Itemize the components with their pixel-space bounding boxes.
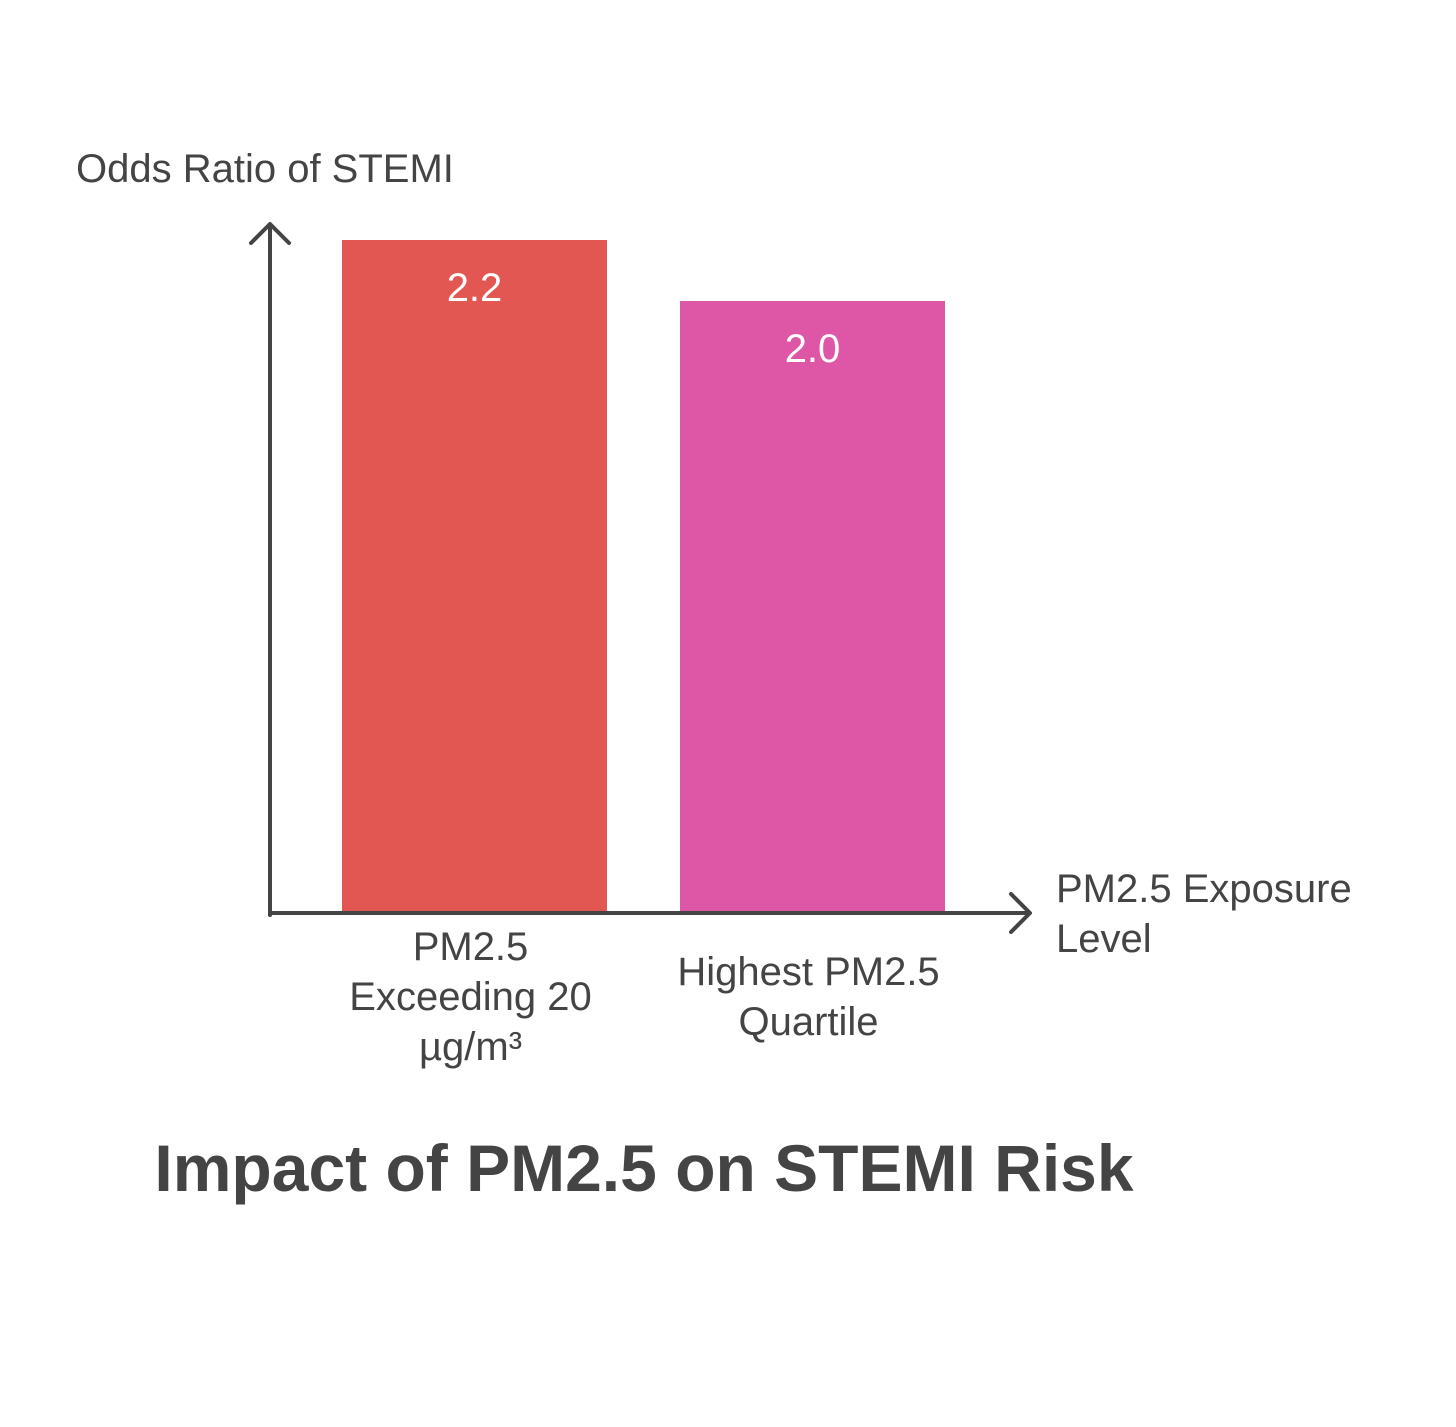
x-axis [268,892,1032,934]
category-label-2: Highest PM2.5 Quartile [677,950,939,1044]
y-axis-arrow-icon [249,222,291,245]
bars-group: 2.2 2.0 [342,240,945,911]
y-axis [249,222,291,917]
x-axis-label: PM2.5 Exposure Level [1056,867,1352,961]
bar-1 [342,240,607,911]
bar-value-label-2: 2.0 [785,327,841,371]
chart-title: Impact of PM2.5 on STEMI Risk [154,1131,1133,1205]
bar-2 [680,301,945,911]
x-axis-arrow-icon [1009,892,1032,934]
category-label-1: PM2.5 Exceeding 20 µg/m³ [349,925,591,1069]
category-labels-group: PM2.5 Exceeding 20 µg/m³ Highest PM2.5 Quart… [349,925,939,1069]
y-axis-label: Odds Ratio of STEMI [76,147,454,191]
bar-value-label-1: 2.2 [447,266,503,310]
